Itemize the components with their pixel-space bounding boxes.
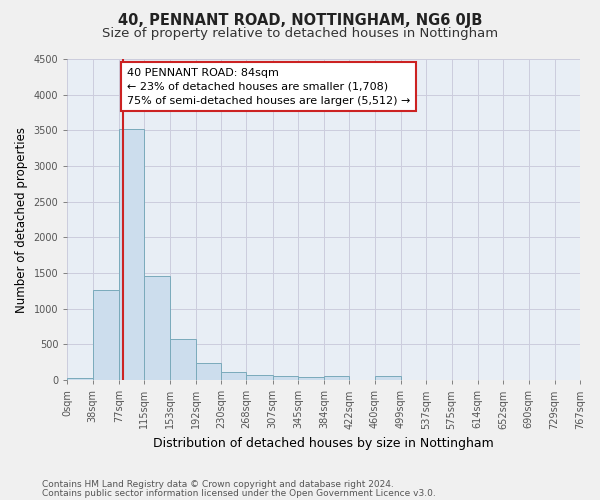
Bar	[375, 376, 401, 380]
Bar	[93, 290, 119, 380]
Y-axis label: Number of detached properties: Number of detached properties	[15, 126, 28, 312]
Bar	[298, 378, 324, 380]
Text: Contains HM Land Registry data © Crown copyright and database right 2024.: Contains HM Land Registry data © Crown c…	[42, 480, 394, 489]
Bar	[324, 376, 349, 380]
Text: 40 PENNANT ROAD: 84sqm
← 23% of detached houses are smaller (1,708)
75% of semi-: 40 PENNANT ROAD: 84sqm ← 23% of detached…	[127, 68, 410, 106]
X-axis label: Distribution of detached houses by size in Nottingham: Distribution of detached houses by size …	[153, 437, 494, 450]
Bar	[144, 276, 170, 380]
Bar	[119, 129, 144, 380]
Bar	[272, 376, 298, 380]
Text: Contains public sector information licensed under the Open Government Licence v3: Contains public sector information licen…	[42, 488, 436, 498]
Text: Size of property relative to detached houses in Nottingham: Size of property relative to detached ho…	[102, 28, 498, 40]
Bar	[247, 375, 272, 380]
Text: 40, PENNANT ROAD, NOTTINGHAM, NG6 0JB: 40, PENNANT ROAD, NOTTINGHAM, NG6 0JB	[118, 12, 482, 28]
Bar	[196, 363, 221, 380]
Bar	[221, 372, 247, 380]
Bar	[170, 338, 196, 380]
Bar	[67, 378, 93, 380]
